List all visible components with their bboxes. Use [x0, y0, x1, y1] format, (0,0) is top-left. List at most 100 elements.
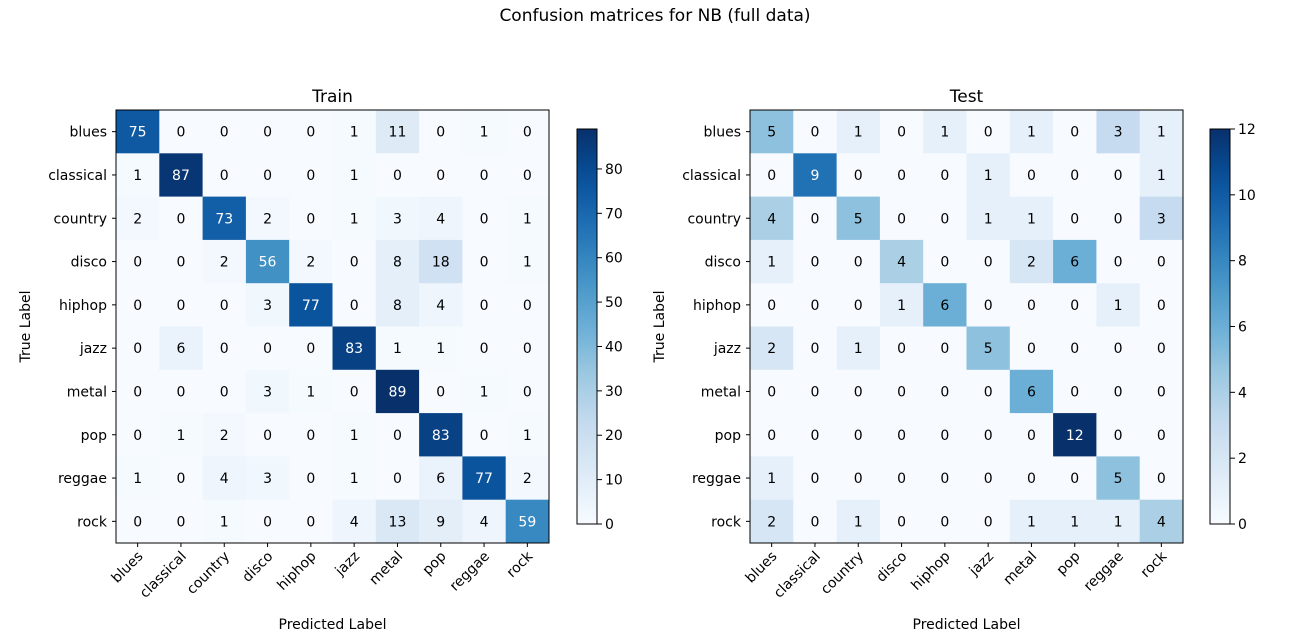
x-tick-label: blues [743, 549, 781, 587]
cell-value-label: 1 [350, 125, 359, 141]
cell-value-label: 1 [1070, 514, 1079, 530]
heatmap-cell [1009, 326, 1054, 371]
cell-value-label: 0 [1070, 471, 1079, 487]
heatmap-cell [793, 196, 837, 241]
heatmap-cell [289, 239, 333, 284]
cell-value-label: 1 [1114, 514, 1123, 530]
cell-value-label: 2 [523, 471, 532, 487]
heatmap-cell [1009, 153, 1054, 197]
cell-value-label: 0 [220, 125, 229, 141]
colorbar-tick-label: 50 [605, 295, 623, 311]
cell-value-label: 3 [263, 298, 272, 314]
heatmap-cell [923, 239, 967, 284]
x-tick-label: rock [1138, 548, 1171, 581]
cell-value-label: 0 [897, 341, 906, 357]
cell-value-label: 1 [767, 471, 776, 487]
heatmap-cell [375, 196, 420, 241]
cell-value-label: 1 [1157, 125, 1166, 141]
heatmap-cell [159, 499, 203, 544]
y-tick-label: rock [711, 514, 742, 530]
colorbar-tick-label: 80 [605, 162, 623, 178]
cell-value-label: 1 [854, 341, 863, 357]
heatmap-cell [1053, 110, 1097, 154]
heatmap-cell [202, 239, 247, 284]
cell-value-label: 0 [984, 384, 993, 400]
heatmap-cell [375, 110, 420, 154]
heatmap-cell [793, 239, 837, 284]
heatmap-cell [1009, 369, 1054, 414]
heatmap-cell [419, 283, 463, 327]
heatmap-cell [159, 283, 203, 327]
heatmap-cell [1053, 196, 1097, 241]
cell-value-label: 0 [940, 211, 949, 227]
cell-value-label: 13 [389, 514, 407, 530]
cell-value-label: 0 [350, 298, 359, 314]
heatmap-cell [1009, 499, 1054, 544]
cell-value-label: 0 [523, 384, 532, 400]
heatmap-cell [332, 110, 377, 154]
cell-value-label: 0 [306, 428, 315, 444]
heatmap-cell [1139, 283, 1184, 327]
heatmap-cell [505, 153, 550, 197]
heatmap-cell [923, 369, 967, 414]
x-tick-label: disco [873, 549, 910, 586]
heatmap-cell [116, 196, 160, 241]
cell-value-label: 0 [350, 384, 359, 400]
heatmap-cell [750, 369, 794, 414]
cell-value-label: 0 [940, 341, 949, 357]
heatmap-cell [159, 369, 203, 414]
cell-value-label: 0 [810, 384, 819, 400]
heatmap-cell [1009, 413, 1054, 457]
cell-value-label: 0 [1027, 428, 1036, 444]
y-tick-label: disco [71, 255, 107, 271]
cell-value-label: 0 [436, 384, 445, 400]
heatmap-cell [1053, 456, 1097, 501]
heatmap-cell [202, 369, 247, 414]
cell-value-label: 0 [263, 514, 272, 530]
heatmap-cell [116, 239, 160, 284]
cell-value-label: 0 [1027, 298, 1036, 314]
cell-value-label: 1 [480, 125, 489, 141]
heatmap-cell [923, 283, 967, 327]
heatmap-cell [332, 413, 377, 457]
heatmap-cell [1009, 196, 1054, 241]
heatmap-cell [202, 153, 247, 197]
x-tick-label: hiphop [908, 548, 953, 593]
cell-value-label: 0 [220, 168, 229, 184]
heatmap-cell [966, 110, 1011, 154]
heatmap-cell [793, 369, 837, 414]
cell-value-label: 0 [306, 471, 315, 487]
heatmap-cell [1139, 369, 1184, 414]
heatmap-cell [1096, 369, 1141, 414]
cell-value-label: 0 [176, 471, 185, 487]
cell-value-label: 0 [480, 168, 489, 184]
heatmap-cell [462, 499, 507, 544]
y-tick-label: jazz [79, 341, 107, 357]
cell-value-label: 89 [389, 384, 407, 400]
cell-value-label: 4 [220, 471, 229, 487]
heatmap-cell [419, 369, 463, 414]
cell-value-label: 0 [1070, 298, 1079, 314]
heatmap-cell [289, 499, 333, 544]
cell-value-label: 0 [984, 471, 993, 487]
x-tick-label: pop [420, 548, 450, 578]
heatmap-cell [159, 456, 203, 501]
cell-value-label: 4 [350, 514, 359, 530]
heatmap-cell [750, 283, 794, 327]
cell-value-label: 0 [854, 384, 863, 400]
x-tick-label: disco [239, 549, 276, 586]
y-tick-label: reggae [692, 471, 741, 487]
x-tick-label: metal [367, 549, 407, 589]
heatmap-cell [836, 499, 881, 544]
cell-value-label: 0 [176, 384, 185, 400]
heatmap-cell [1009, 110, 1054, 154]
cell-value-label: 0 [176, 125, 185, 141]
cell-value-label: 0 [810, 341, 819, 357]
heatmap-cell [202, 413, 247, 457]
cell-value-label: 6 [1027, 384, 1036, 400]
cell-value-label: 0 [1027, 471, 1036, 487]
heatmap-cell [1139, 239, 1184, 284]
cell-value-label: 0 [897, 125, 906, 141]
heatmap-cell [332, 499, 377, 544]
